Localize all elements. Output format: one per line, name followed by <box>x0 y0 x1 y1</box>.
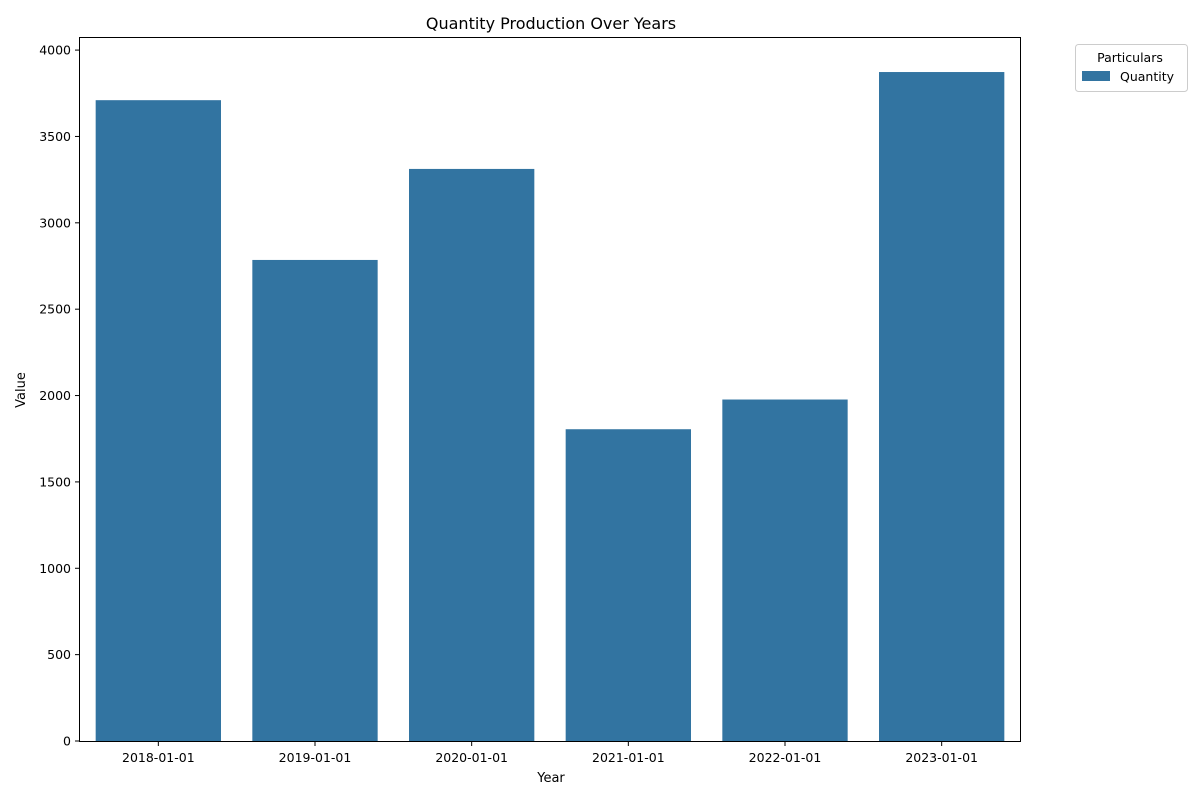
x-tick-label: 2018-01-01 <box>122 750 195 765</box>
x-tick-label: 2021-01-01 <box>592 750 665 765</box>
legend-title: Particulars <box>1097 50 1163 65</box>
legend-label-quantity: Quantity <box>1120 69 1175 84</box>
plot-area <box>79 37 1021 742</box>
bar-2019-01-01 <box>252 259 378 741</box>
bar-2022-01-01 <box>722 399 848 741</box>
y-tick-label: 4000 <box>39 43 71 58</box>
y-axis-ticks: 0 500 1000 1500 2000 2500 3000 3500 4000 <box>39 43 80 749</box>
x-tick-label: 2023-01-01 <box>905 750 978 765</box>
x-tick-label: 2022-01-01 <box>749 750 822 765</box>
chart-title: Quantity Production Over Years <box>426 14 676 33</box>
y-tick-label: 2500 <box>39 302 71 317</box>
y-tick-label: 3000 <box>39 215 71 230</box>
bar-2018-01-01 <box>95 100 221 742</box>
legend-swatch-quantity <box>1082 71 1110 81</box>
y-tick-label: 0 <box>63 734 71 749</box>
x-tick-label: 2019-01-01 <box>279 750 352 765</box>
y-tick-label: 500 <box>47 647 71 662</box>
bars-group <box>95 72 1005 742</box>
y-tick-label: 3500 <box>39 129 71 144</box>
y-tick-label: 1000 <box>39 561 71 576</box>
y-tick-label: 1500 <box>39 474 71 489</box>
bar-2020-01-01 <box>409 168 535 741</box>
x-tick-label: 2020-01-01 <box>435 750 508 765</box>
y-tick-label: 2000 <box>39 388 71 403</box>
y-axis-label: Value <box>14 372 29 408</box>
legend: Particulars Quantity <box>1075 44 1188 92</box>
axes-frame <box>79 37 1021 742</box>
x-axis-ticks: 2018-01-01 2019-01-01 2020-01-01 2021-01-01… <box>122 741 978 765</box>
bar-2023-01-01 <box>879 72 1005 741</box>
bar-2021-01-01 <box>565 429 691 741</box>
x-axis-label: Year <box>536 771 565 786</box>
